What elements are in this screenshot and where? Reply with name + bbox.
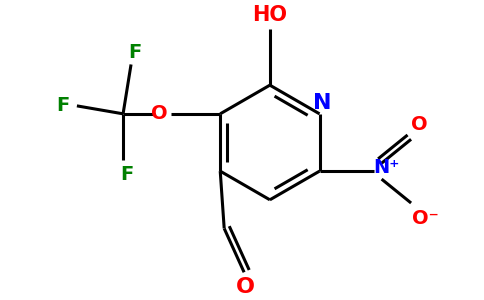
Text: O⁻: O⁻ [412, 209, 439, 228]
Text: F: F [128, 43, 142, 62]
Text: N⁺: N⁺ [373, 158, 400, 177]
Text: N: N [314, 93, 332, 113]
Text: O: O [236, 277, 255, 297]
Text: F: F [121, 165, 134, 184]
Text: O: O [411, 115, 427, 134]
Text: F: F [57, 96, 70, 116]
Text: O: O [151, 104, 168, 123]
Text: HO: HO [252, 5, 287, 25]
